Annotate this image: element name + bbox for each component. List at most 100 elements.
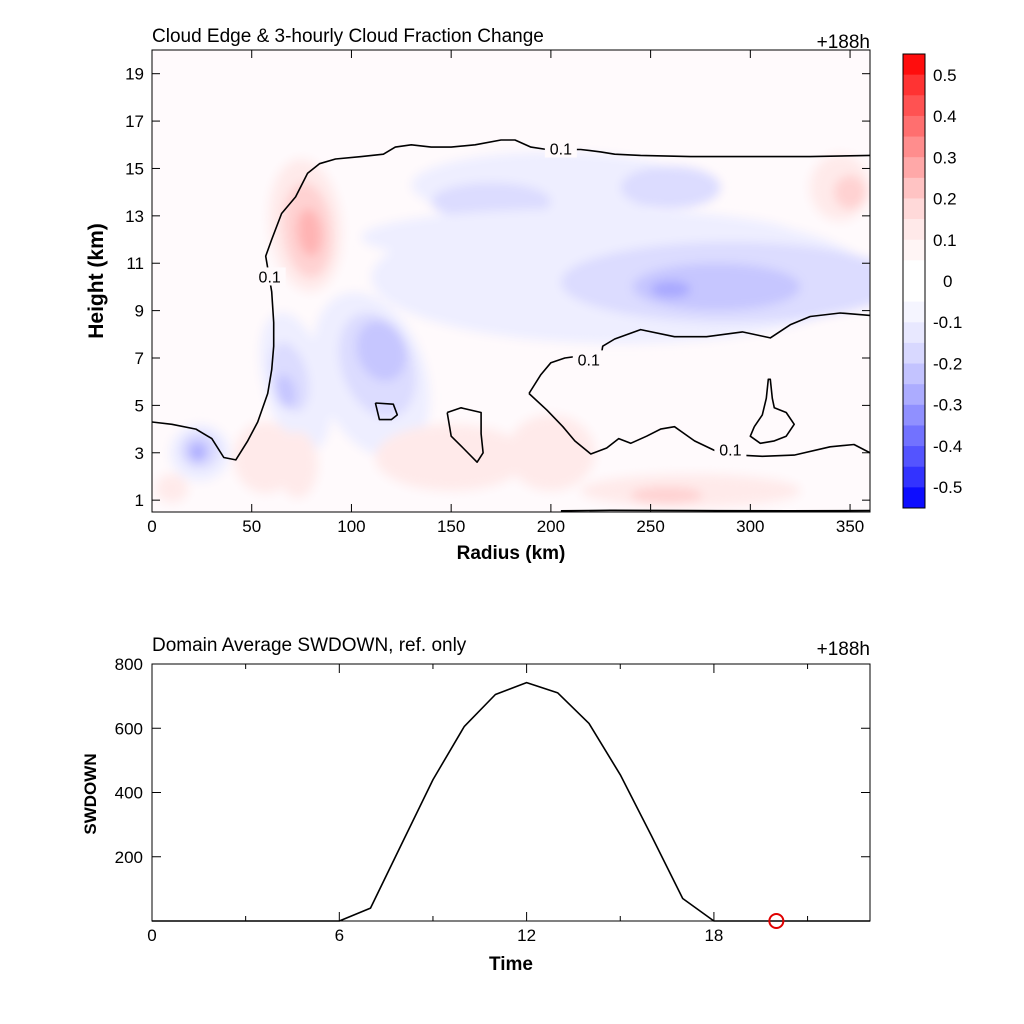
swdown-y-ticks: 200 400 600 800 xyxy=(115,655,870,867)
x-tick-label: 100 xyxy=(337,517,365,536)
colorbar-label: -0.2 xyxy=(933,354,962,373)
colorbar-label: 0.5 xyxy=(933,66,957,85)
colorbar-swatch xyxy=(903,404,925,426)
positive-change-region xyxy=(375,424,527,491)
colorbar-swatch xyxy=(903,466,925,488)
x-tick-label: 0 xyxy=(147,517,156,536)
positive-change-region xyxy=(630,487,703,504)
positive-change-region xyxy=(297,208,322,257)
y-tick-label: 19 xyxy=(125,65,144,84)
y-tick-label: 5 xyxy=(135,396,144,415)
positive-change-region xyxy=(834,175,867,209)
negative-change-region xyxy=(650,281,691,298)
swdown-chart-time-label: +188h xyxy=(817,639,870,660)
colorbar-swatch xyxy=(903,239,925,261)
swdown-x-ticks: 0 6 12 18 xyxy=(147,664,809,945)
colorbar-label: 0 xyxy=(943,272,952,291)
x-tick-label: 350 xyxy=(836,517,864,536)
colorbar-swatch xyxy=(903,260,925,282)
swdown-chart-title: Domain Average SWDOWN, ref. only xyxy=(152,635,467,656)
cloud-edge-contour-5 xyxy=(749,378,795,445)
negative-change-region xyxy=(356,320,407,381)
colorbar-label: -0.3 xyxy=(933,396,962,415)
cloud-edge-contour-1 xyxy=(528,312,870,394)
x-tick-label: 200 xyxy=(537,517,565,536)
colorbar-label: -0.1 xyxy=(933,313,962,332)
colorbar-label: 0.2 xyxy=(933,190,957,209)
colorbar-swatch xyxy=(903,342,925,365)
contour-x-axis-label: Radius (km) xyxy=(457,543,566,564)
x-tick-label: 150 xyxy=(437,517,465,536)
x-tick-label: 250 xyxy=(636,517,664,536)
swdown-chart: Domain Average SWDOWN, ref. only +188h 0… xyxy=(81,635,871,975)
y-tick-label: 200 xyxy=(115,848,143,867)
contour-labels: 0.1 0.1 0.1 0.1 xyxy=(253,139,747,459)
y-tick-label: 400 xyxy=(115,784,143,803)
y-tick-label: 9 xyxy=(135,302,144,321)
contour-label: 0.1 xyxy=(259,269,281,286)
negative-change-region xyxy=(191,445,204,460)
contour-label-background xyxy=(544,139,577,158)
colorbar-label: 0.1 xyxy=(933,231,957,250)
cloud-edge-contour-3 xyxy=(374,402,399,421)
contour-label: 0.1 xyxy=(550,142,572,159)
colorbar-swatch xyxy=(903,54,925,76)
y-tick-label: 13 xyxy=(125,207,144,226)
swdown-y-axis-label: SWDOWN xyxy=(81,753,100,834)
swdown-line xyxy=(152,681,870,922)
colorbar-swatch xyxy=(903,95,925,117)
contour-label: 0.1 xyxy=(719,442,741,459)
colorbar-label: -0.4 xyxy=(933,437,962,456)
colorbar-label: 0.4 xyxy=(933,107,957,126)
positive-change-region xyxy=(277,431,318,498)
contour-chart-time-label: +188h xyxy=(817,32,870,53)
colorbar-swatch xyxy=(903,198,925,220)
colorbar-swatch xyxy=(903,425,925,447)
y-tick-label: 1 xyxy=(135,491,144,510)
y-tick-label: 800 xyxy=(115,655,143,674)
y-tick-label: 15 xyxy=(125,159,144,178)
y-tick-label: 3 xyxy=(135,444,144,463)
contour-lines xyxy=(152,139,870,512)
swdown-x-axis-label: Time xyxy=(489,954,533,975)
colorbar-swatch xyxy=(903,136,925,158)
x-tick-label: 50 xyxy=(242,517,261,536)
y-tick-label: 7 xyxy=(135,349,144,368)
colorbar-swatch xyxy=(903,177,925,199)
positive-change-region xyxy=(155,474,188,503)
negative-change-region xyxy=(632,263,801,311)
colorbar: 0.5 0.4 0.3 0.2 0.1 0 -0.1 -0.2 -0.3 -0.4 -0.5 xyxy=(902,53,962,509)
swdown-series xyxy=(152,681,870,929)
colorbar-swatch xyxy=(903,487,925,509)
negative-change-region xyxy=(620,166,721,209)
colorbar-swatch xyxy=(903,363,925,385)
x-tick-label: 12 xyxy=(517,926,536,945)
contour-label: 0.1 xyxy=(578,352,600,369)
contour-label-background xyxy=(572,350,605,369)
colorbar-swatch xyxy=(903,301,925,323)
cloud-edge-contour-6 xyxy=(560,509,870,512)
contour-plot-frame xyxy=(151,49,871,513)
contour-label-background xyxy=(253,267,286,286)
y-tick-label: 600 xyxy=(115,719,143,738)
current-time-marker xyxy=(768,913,785,929)
colorbar-swatch xyxy=(903,219,925,241)
contour-label-background xyxy=(714,440,747,459)
x-tick-label: 300 xyxy=(736,517,764,536)
colorbar-frame xyxy=(902,53,926,509)
colorbar-swatch xyxy=(903,74,925,96)
colorbar-label: 0.3 xyxy=(933,148,957,167)
colorbar-swatch xyxy=(903,322,925,344)
colorbar-swatch xyxy=(903,281,925,303)
colorbar-swatch xyxy=(903,384,925,406)
contour-chart-title: Cloud Edge & 3-hourly Cloud Fraction Cha… xyxy=(152,26,544,47)
cloud-edge-contour-4 xyxy=(446,407,484,463)
colorbar-swatch xyxy=(903,446,925,468)
colorbar-label: -0.5 xyxy=(933,478,962,497)
shaded-field xyxy=(155,151,870,508)
y-tick-label: 11 xyxy=(126,254,144,273)
positive-change-region xyxy=(507,414,595,491)
contour-chart: Cloud Edge & 3-hourly Cloud Fraction Cha… xyxy=(85,26,962,564)
